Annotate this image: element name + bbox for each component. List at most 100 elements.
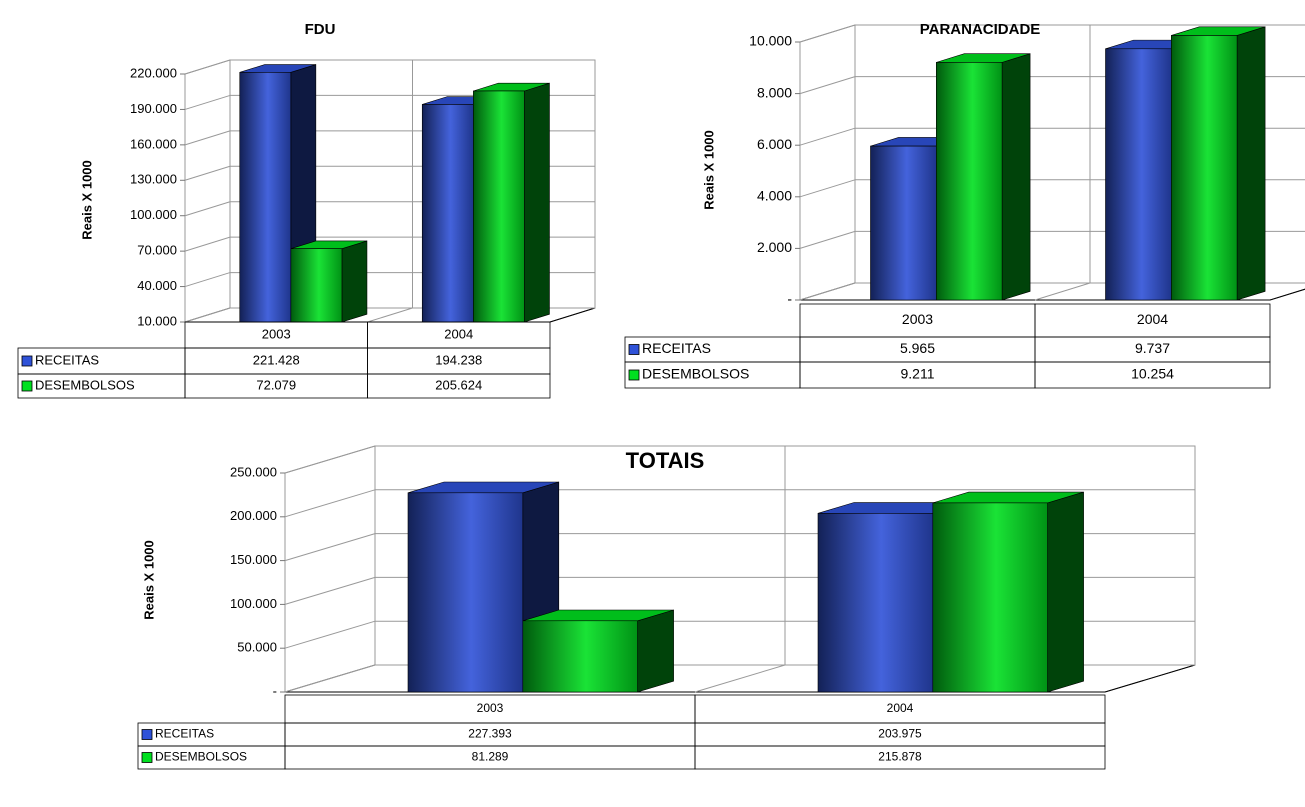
bar bbox=[473, 90, 525, 323]
grid-line bbox=[799, 282, 856, 301]
left-wall bbox=[284, 445, 376, 693]
chart-title: TOTAIS bbox=[626, 448, 705, 473]
grid-line bbox=[799, 76, 856, 95]
bar bbox=[932, 502, 1048, 693]
table-value: 215.878 bbox=[878, 750, 922, 764]
table-cell bbox=[694, 745, 1106, 770]
floor-right-edge bbox=[1104, 664, 1196, 693]
legend-swatch bbox=[628, 369, 640, 381]
y-tick-label: 190.000 bbox=[130, 101, 177, 116]
legend-label: DESEMBOLSOS bbox=[642, 366, 749, 382]
chart-panel: - 50.000 100.000 150.000 200.000 250.000 TOTAI… bbox=[137, 445, 1196, 770]
table-value: 81.289 bbox=[472, 750, 509, 764]
category-label: 2004 bbox=[444, 326, 473, 341]
y-tick-label: 150.000 bbox=[230, 552, 277, 567]
grid-line bbox=[284, 489, 376, 518]
left-wall bbox=[184, 59, 231, 323]
table-value: 9.737 bbox=[1135, 340, 1170, 356]
grid-line bbox=[284, 620, 376, 649]
y-tick-label: 10.000 bbox=[749, 33, 792, 49]
legend-label: DESEMBOLSOS bbox=[155, 750, 247, 764]
y-axis-label: Reais X 1000 bbox=[79, 160, 94, 240]
y-tick-label: - bbox=[787, 291, 792, 307]
chart-title: FDU bbox=[305, 21, 336, 38]
legend-swatch bbox=[21, 355, 33, 367]
bar bbox=[290, 248, 343, 323]
chart-panel: 10.000 40.000 70.000 100.000 130.000 160.000 1… bbox=[17, 21, 596, 399]
legend-swatch bbox=[141, 729, 153, 740]
y-tick-label: 220.000 bbox=[130, 65, 177, 80]
legend-label: RECEITAS bbox=[155, 727, 214, 741]
grid-line bbox=[184, 272, 231, 288]
table-value: 9.211 bbox=[901, 366, 935, 382]
floor-right-edge bbox=[1269, 288, 1305, 301]
grid-line bbox=[184, 236, 231, 252]
bar bbox=[239, 72, 292, 323]
table-value: 72.079 bbox=[256, 377, 296, 392]
category-label: 2003 bbox=[477, 701, 504, 715]
category-divider bbox=[1034, 282, 1091, 301]
grid-line bbox=[184, 94, 231, 110]
bar-side bbox=[1236, 26, 1266, 301]
grid-line bbox=[184, 201, 231, 217]
grid-line bbox=[799, 24, 856, 43]
table-value: 10.254 bbox=[1131, 366, 1174, 382]
y-tick-label: 2.000 bbox=[757, 239, 792, 255]
grid-line bbox=[284, 576, 376, 605]
bar-side bbox=[637, 609, 674, 693]
y-tick-label: 130.000 bbox=[130, 172, 177, 187]
category-label: 2004 bbox=[887, 701, 914, 715]
grid-line bbox=[184, 165, 231, 181]
y-tick-label: - bbox=[273, 683, 277, 698]
bar-side bbox=[1001, 53, 1031, 301]
y-tick-label: 50.000 bbox=[237, 640, 277, 655]
category-label: 2003 bbox=[262, 326, 291, 341]
bar bbox=[870, 145, 937, 301]
y-tick-label: 160.000 bbox=[130, 136, 177, 151]
chart-title: PARANACIDADE bbox=[920, 21, 1041, 38]
y-axis-label: Reais X 1000 bbox=[701, 130, 716, 210]
table-value: 227.393 bbox=[468, 727, 512, 741]
y-tick-label: 100.000 bbox=[230, 596, 277, 611]
legend-swatch bbox=[141, 752, 153, 763]
table-value: 221.428 bbox=[253, 352, 300, 367]
grid-line bbox=[799, 179, 856, 198]
legend-swatch bbox=[628, 344, 640, 355]
table-value: 203.975 bbox=[878, 727, 922, 741]
grid-line bbox=[284, 533, 376, 562]
floor-right-edge bbox=[549, 307, 596, 323]
legend-label: RECEITAS bbox=[35, 352, 99, 367]
bar bbox=[421, 104, 474, 323]
table-value: 194.238 bbox=[435, 352, 482, 367]
bar-side bbox=[1047, 491, 1084, 693]
bar bbox=[817, 513, 934, 693]
bar bbox=[1105, 48, 1172, 301]
grid-line bbox=[284, 664, 376, 693]
table-cell bbox=[1034, 361, 1271, 389]
category-label: 2003 bbox=[902, 311, 933, 327]
legend-swatch bbox=[21, 380, 33, 392]
y-tick-label: 8.000 bbox=[757, 84, 792, 100]
category-divider bbox=[694, 664, 786, 693]
y-tick-label: 100.000 bbox=[130, 207, 177, 222]
table-value: 5.965 bbox=[900, 340, 935, 356]
bar-side bbox=[524, 82, 550, 323]
table-cell bbox=[367, 373, 551, 399]
y-tick-label: 6.000 bbox=[757, 136, 792, 152]
category-label: 2004 bbox=[1137, 311, 1168, 327]
grid-line bbox=[184, 307, 231, 323]
grid-line bbox=[184, 130, 231, 146]
table-value: 205.624 bbox=[435, 377, 482, 392]
y-tick-label: 4.000 bbox=[757, 188, 792, 204]
y-tick-label: 70.000 bbox=[137, 243, 177, 258]
y-tick-label: 40.000 bbox=[137, 278, 177, 293]
grid-line bbox=[799, 127, 856, 146]
bar bbox=[407, 492, 524, 693]
category-divider bbox=[367, 307, 413, 323]
bar bbox=[522, 620, 638, 693]
bar-side bbox=[341, 240, 368, 323]
y-tick-label: 200.000 bbox=[230, 508, 277, 523]
y-axis-label: Reais X 1000 bbox=[141, 540, 156, 620]
